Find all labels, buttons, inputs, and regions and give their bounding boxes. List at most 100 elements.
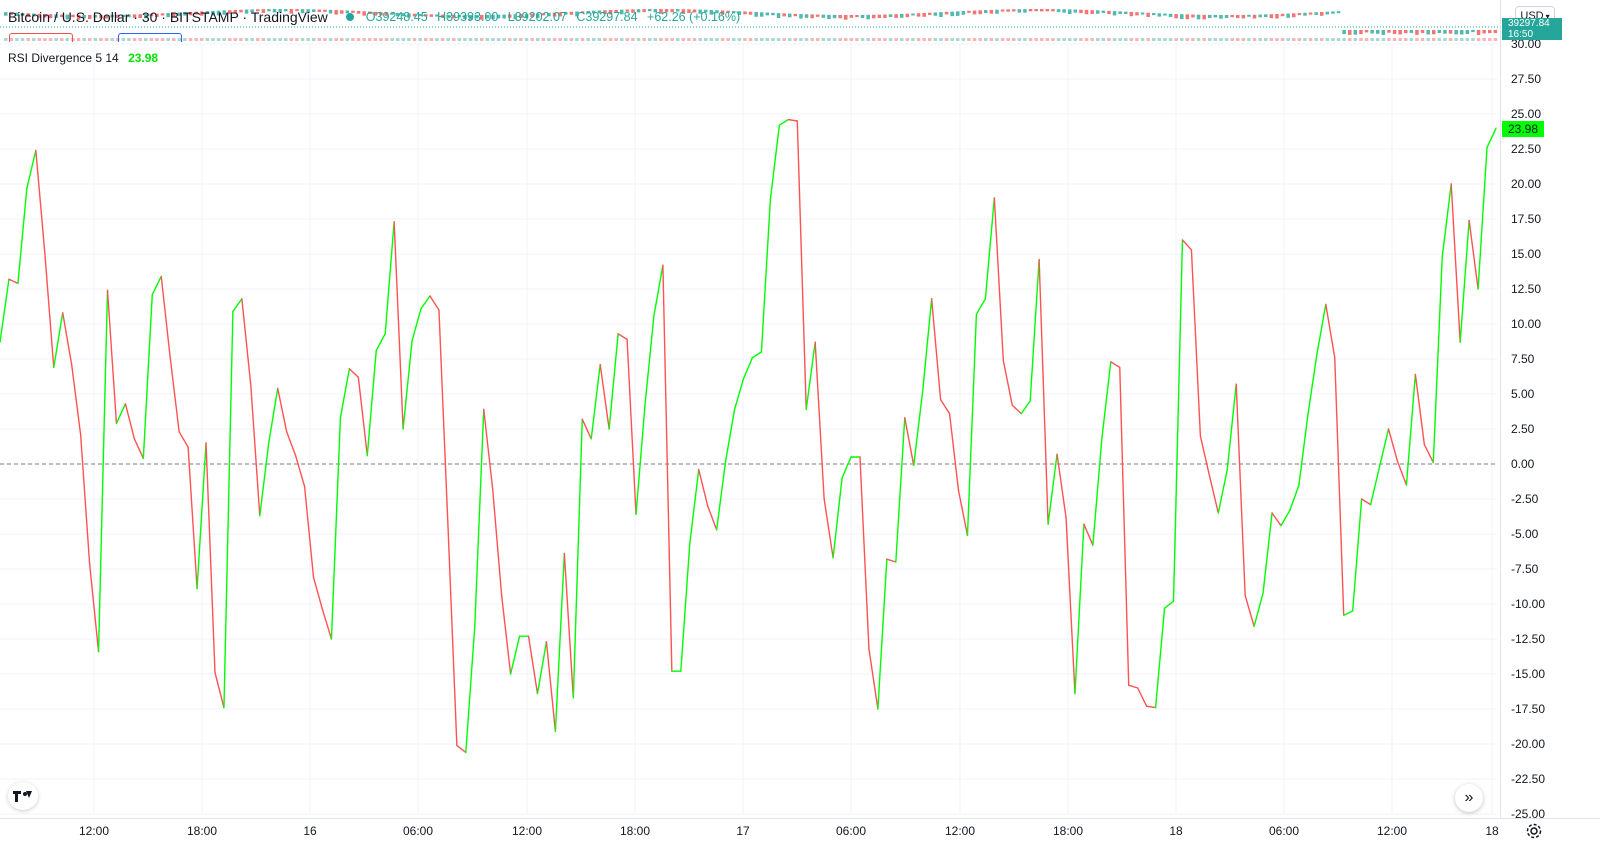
volume-bar: [194, 38, 198, 41]
price-candle: [564, 12, 568, 15]
rsi-line-segment: [957, 489, 969, 537]
volume-bar: [524, 38, 529, 41]
volume-bar: [138, 38, 142, 41]
volume-bar: [1180, 38, 1184, 41]
price-candle: [1325, 11, 1330, 15]
price-candle: [771, 12, 775, 16]
volume-bar: [1045, 38, 1050, 41]
tradingview-logo-icon[interactable]: [8, 782, 38, 810]
last-price-tag: 39297.84 16:50: [1502, 18, 1562, 40]
price-candle: [1252, 14, 1257, 19]
volume-bar: [614, 38, 618, 41]
price-candle: [872, 14, 876, 19]
volume-bar: [1420, 38, 1425, 41]
volume-bar: [116, 38, 120, 41]
price-candle: [1331, 11, 1335, 14]
rsi-line-segment: [572, 418, 583, 699]
volume-bar: [1348, 38, 1352, 41]
volume-bar: [698, 38, 702, 41]
price-candle: [1168, 13, 1173, 18]
volume-bar: [177, 38, 182, 41]
price-candle: [295, 9, 299, 12]
chevron-down-icon: ▾: [1545, 11, 1550, 21]
volume-bar: [872, 38, 876, 41]
sell-button[interactable]: [9, 33, 73, 42]
rsi-divergence-plot[interactable]: [0, 0, 1500, 818]
buy-button[interactable]: [118, 33, 182, 42]
rsi-line-segment: [223, 310, 234, 709]
volume-bar: [636, 38, 641, 41]
volume-bar: [771, 38, 775, 41]
volume-bar: [765, 38, 770, 41]
rsi-line-segment: [1477, 146, 1488, 290]
price-candle: [541, 13, 546, 16]
volume-bar: [788, 38, 792, 41]
rsi-line-segment: [79, 433, 91, 565]
price-candle: [1006, 9, 1010, 12]
price-candle: [155, 13, 159, 17]
rsi-line-segment: [205, 442, 216, 674]
price-axis[interactable]: 30.00 27.50 25.00 22.50 20.00 17.50 15.00 12.50…: [1500, 0, 1600, 821]
time-axis[interactable]: 12:00 18:00 16 06:00 12:00 18:00 17 06:00 12:00 1…: [0, 818, 1600, 860]
price-pane-strip[interactable]: Bitcoin / U.S. Dollar · 30 · BITSTAMP · …: [0, 0, 1500, 42]
rsi-line-segment: [420, 295, 431, 310]
volume-bar: [737, 38, 742, 41]
price-candle: [188, 11, 193, 16]
price-candle: [99, 14, 103, 19]
price-candle: [496, 14, 501, 19]
volume-bar: [1163, 38, 1167, 41]
price-candle: [20, 13, 25, 16]
rsi-line-segment: [35, 149, 46, 254]
volume-bar: [1219, 38, 1223, 41]
rsi-line-segment: [554, 552, 566, 733]
rsi-line-segment: [644, 314, 655, 406]
price-candle: [1084, 9, 1089, 15]
y-tick-label: -25.00: [1511, 807, 1546, 821]
price-candle: [838, 14, 842, 19]
scroll-to-realtime-button[interactable]: »: [1455, 784, 1483, 812]
volume-bar: [866, 38, 870, 41]
rsi-line-segment: [581, 418, 592, 440]
price-candle: [1493, 30, 1498, 34]
rsi-line-segment: [733, 377, 745, 411]
volume-bar: [233, 38, 238, 41]
rsi-line-segment: [921, 298, 933, 392]
volume-bar: [1381, 38, 1386, 41]
volume-bar: [569, 38, 574, 41]
volume-bar: [172, 38, 176, 41]
price-candle: [1118, 11, 1122, 14]
y-tick-label: 5.00: [1511, 387, 1535, 401]
rsi-line-segment: [500, 594, 512, 675]
volume-bar: [1448, 38, 1453, 41]
volume-bar: [1258, 38, 1262, 41]
volume-bar: [748, 38, 753, 41]
volume-bar: [228, 38, 232, 41]
volume-bar: [709, 38, 714, 41]
price-candle: [1314, 12, 1318, 15]
volume-bar: [1308, 38, 1313, 41]
volume-bar: [1247, 38, 1251, 41]
y-tick-label: -7.50: [1511, 562, 1539, 576]
gear-icon[interactable]: [1525, 822, 1543, 840]
price-candle: [642, 9, 646, 13]
rsi-line-segment: [823, 498, 834, 559]
price-candle: [356, 11, 361, 14]
volume-bar: [468, 38, 473, 41]
price-candle: [939, 12, 943, 18]
price-candle: [821, 14, 826, 18]
rsi-line-segment: [805, 341, 816, 411]
volume-bar: [43, 38, 47, 41]
volume-bar: [804, 38, 809, 41]
price-candle: [1370, 30, 1374, 34]
symbol-legend[interactable]: Bitcoin / U.S. Dollar · 30 · BITSTAMP · …: [8, 9, 746, 25]
rsi-line-segment: [1163, 600, 1175, 609]
rsi-line-segment: [1002, 359, 1013, 406]
indicator-legend[interactable]: RSI Divergence 5 14 23.98: [8, 51, 158, 65]
x-tick-label: 17: [736, 824, 750, 838]
rsi-line-segment: [187, 446, 198, 590]
price-candle: [1163, 13, 1167, 16]
last-price-value: 39297.84: [1508, 18, 1550, 29]
volume-bar: [793, 38, 798, 41]
volume-bar: [1185, 38, 1190, 41]
